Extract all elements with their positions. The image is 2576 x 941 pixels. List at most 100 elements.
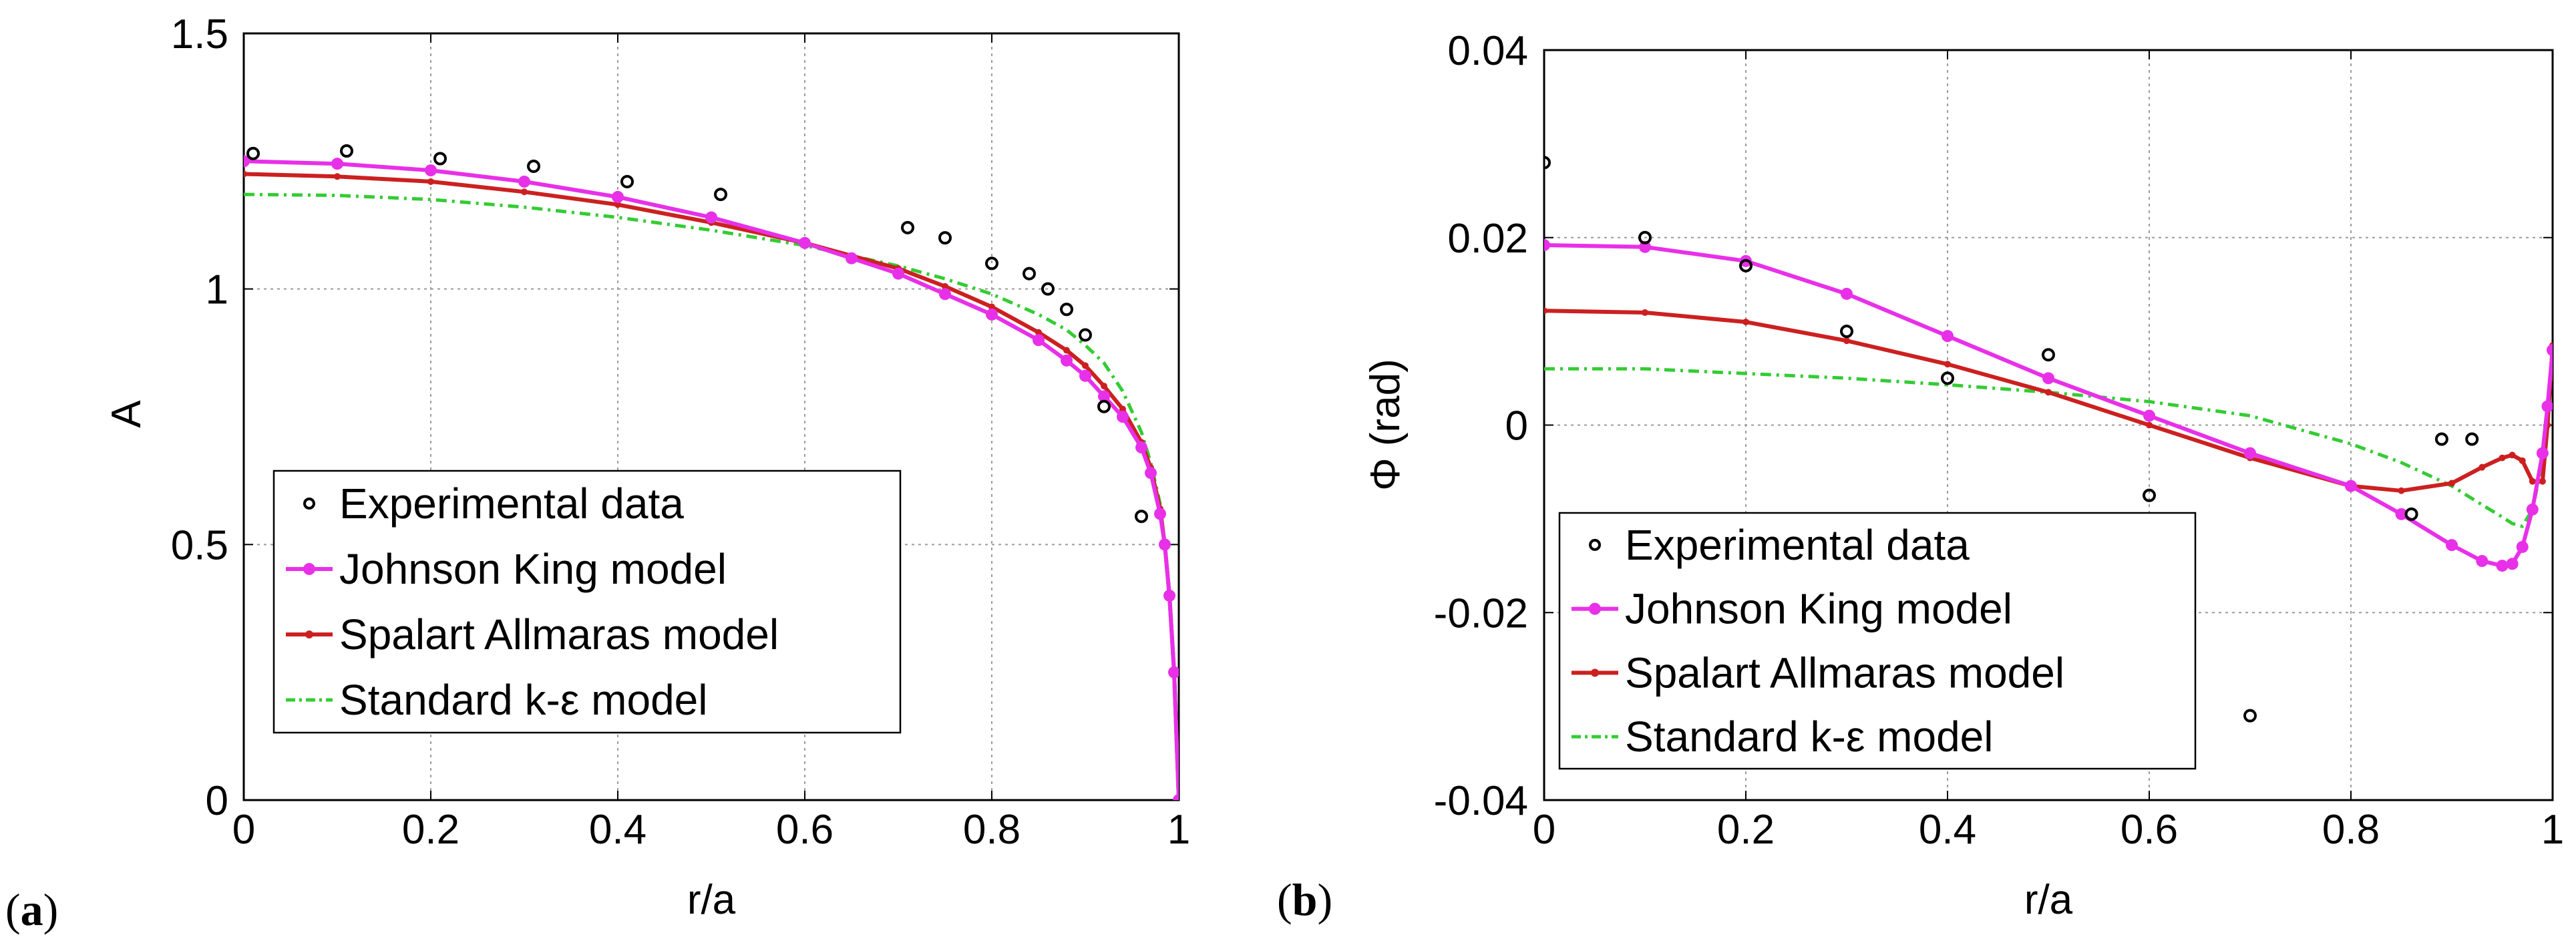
legend-label-spalart-allmaras-model: Spalart Allmaras model [1625,648,2064,697]
x-tick-label: 0 [1533,807,1555,853]
x-axis-label: r/a [687,877,736,923]
legend-marker-johnson-king-model [303,563,315,575]
legend-marker-spalart-allmaras-model [305,630,313,638]
x-tick-label: 0.8 [963,807,1021,853]
data-point-experimental-data [1023,266,1036,280]
series-marker-spalart-allmaras-model [1544,307,1547,315]
series-marker-johnson-king-model [2496,560,2509,572]
data-point-experimental-data [246,146,260,160]
x-tick-label: 0.6 [2121,807,2178,853]
x-tick-label: 0.8 [2322,807,2380,853]
chart-b: 0 0.2 0.4 0.6 0.8 1 -0.04 -0.02 0 0.02 0.04 r/a Φ (r… [1362,28,2564,923]
legend-marker-spalart-allmaras-model [1591,669,1599,677]
series-marker-johnson-king-model [2345,480,2357,492]
series-marker-johnson-king-model [2506,558,2519,570]
series-marker-spalart-allmaras-model [2146,421,2153,429]
series-marker-johnson-king-model [1173,794,1179,800]
series-marker-johnson-king-model [2446,539,2458,552]
series-marker-johnson-king-model [1145,467,1157,480]
legend-label-johnson-king-model: Johnson King model [339,545,727,593]
series-marker-johnson-king-model [1061,354,1073,367]
data-point-experimental-data [2042,348,2055,362]
data-point-experimental-data [1097,399,1111,413]
data-point-experimental-data [2243,709,2257,723]
series-marker-johnson-king-model [2143,409,2155,422]
series-marker-spalart-allmaras-model [1742,319,1749,326]
series-marker-johnson-king-model [1163,589,1175,602]
series-marker-johnson-king-model [331,158,343,170]
series-layer [244,144,1179,800]
series-marker-spalart-allmaras-model [427,178,434,185]
series-marker-spalart-allmaras-model [988,303,995,311]
data-point-experimental-data [1060,303,1073,317]
y-tick-label: 0.5 [171,522,228,568]
series-marker-spalart-allmaras-model [2539,478,2546,485]
panel-label-b: (b) [1277,874,1332,925]
series-marker-spalart-allmaras-model [334,173,341,180]
data-point-experimental-data [1079,328,1092,342]
series-marker-spalart-allmaras-model [1063,347,1070,354]
x-tick-label: 0.4 [1919,807,1976,853]
x-tick-label: 0.2 [1717,807,1775,853]
data-point-experimental-data [938,231,952,245]
series-marker-johnson-king-model [1942,330,1954,343]
series-marker-spalart-allmaras-model [1101,383,1107,390]
series-marker-johnson-king-model [612,190,624,203]
legend-marker-johnson-king-model [1589,602,1601,615]
x-tick-label: 0.4 [589,807,647,853]
y-tick-label: 0 [206,778,228,824]
series-marker-johnson-king-model [1098,390,1110,403]
data-point-experimental-data [433,152,447,166]
series-marker-johnson-king-model [1168,666,1179,679]
series-marker-johnson-king-model [425,164,437,177]
data-point-experimental-data [2143,488,2156,502]
data-point-experimental-data [1135,510,1148,524]
series-marker-johnson-king-model [1639,240,1651,253]
data-point-experimental-data [1941,371,1954,385]
legend-box [272,469,902,734]
x-axis-label: r/a [2024,877,2073,923]
y-tick-label: 0.02 [1447,216,1528,262]
panel-label-a: (a) [5,884,58,935]
legend-label-spalart-allmaras-model: Spalart Allmaras model [339,610,779,658]
y-tick-label: 1 [206,267,228,313]
series-marker-johnson-king-model [244,155,250,168]
x-tick-label: 1 [2541,807,2564,853]
series-layer [1544,156,2553,723]
legend-swatch-experimental-data [303,498,315,510]
data-point-experimental-data [1041,282,1055,296]
legend: Experimental data Johnson King model Spala… [1558,512,2197,770]
data-point-experimental-data [2404,507,2418,521]
series-marker-spalart-allmaras-model [614,201,621,208]
data-point-experimental-data [1544,156,1551,170]
series-marker-spalart-allmaras-model [1082,362,1089,369]
data-point-experimental-data [1638,230,1652,244]
series-marker-johnson-king-model [1033,334,1045,347]
series-marker-johnson-king-model [1079,369,1091,382]
series-marker-johnson-king-model [939,288,951,301]
y-tick-label: 1.5 [171,11,228,57]
series-marker-johnson-king-model [1159,538,1171,551]
axes-frame [242,32,1180,801]
data-point-experimental-data [2465,432,2479,446]
x-tick-label: 0 [232,807,255,853]
series-marker-spalart-allmaras-model [521,188,528,196]
series-marker-spalart-allmaras-model [2448,480,2455,487]
data-point-experimental-data [620,174,634,188]
series-marker-johnson-king-model [1135,441,1147,453]
series-marker-spalart-allmaras-model [1119,405,1126,413]
legend: Experimental data Johnson King model Spala… [272,469,902,734]
series-marker-johnson-king-model [2042,372,2054,385]
series-marker-johnson-king-model [986,308,998,321]
data-point-experimental-data [985,256,998,270]
chart-a: 0 0.2 0.4 0.6 0.8 1 0 0.5 1 1.5 r/a A Experimental d… [104,11,1190,923]
series-marker-spalart-allmaras-model [1642,309,1648,317]
y-axis-label: Φ (rad) [1362,359,1409,491]
series-marker-spalart-allmaras-model [2398,487,2405,494]
y-tick-label: -0.02 [1434,590,1528,636]
series-marker-johnson-king-model [2541,400,2553,413]
data-point-experimental-data [1840,325,1853,339]
series-marker-spalart-allmaras-model [244,170,247,178]
series-marker-spalart-allmaras-model [2509,451,2516,459]
